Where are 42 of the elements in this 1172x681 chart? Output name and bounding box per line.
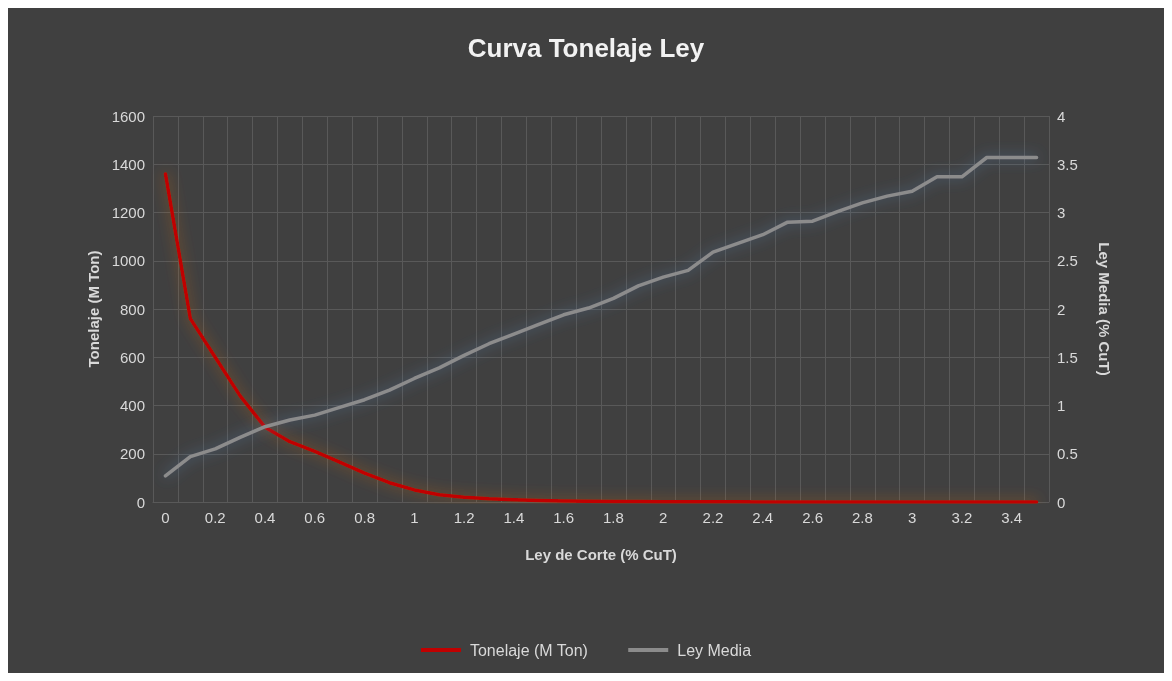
y2-tick-label: 4 xyxy=(1057,107,1066,125)
x-tick-label: 0 xyxy=(161,509,170,526)
x-tick-label: 1 xyxy=(410,509,419,526)
y2-tick-label: 0.5 xyxy=(1057,445,1078,463)
y2-tick-label: 1.5 xyxy=(1057,348,1078,366)
y-tick-label: 1400 xyxy=(111,155,145,173)
x-tick-label: 2.2 xyxy=(702,509,724,526)
y-tick-label: 200 xyxy=(119,445,145,463)
legend-label: Tonelaje (M Ton) xyxy=(469,641,588,659)
x-tick-label: 2.4 xyxy=(752,509,774,526)
y-tick-label: 1200 xyxy=(111,204,145,221)
y-tick-label: 800 xyxy=(119,300,145,318)
x-tick-label: 1.6 xyxy=(553,509,575,526)
y-tick-label: 400 xyxy=(119,397,145,414)
y-axis-title: Tonelaje (M Ton) xyxy=(84,250,102,368)
x-tick-label: 0.4 xyxy=(254,509,276,526)
y-tick-label: 0 xyxy=(136,493,145,511)
x-tick-label: 0.6 xyxy=(304,509,326,526)
x-axis-title: Ley de Corte (% CuT) xyxy=(525,546,677,563)
y2-tick-label: 2 xyxy=(1057,300,1066,318)
x-tick-label: 3.2 xyxy=(951,509,973,526)
x-tick-label: 1.2 xyxy=(453,509,475,526)
x-tick-label: 1.8 xyxy=(603,509,624,526)
x-tick-label: 0.2 xyxy=(204,509,226,526)
y2-tick-label: 2.5 xyxy=(1057,252,1078,270)
y2-tick-label: 0 xyxy=(1057,493,1066,511)
x-tick-label: 2.8 xyxy=(851,509,873,526)
chart-title: Curva Tonelaje Ley xyxy=(467,33,705,63)
y-tick-label: 600 xyxy=(119,348,145,366)
x-tick-label: 3 xyxy=(907,509,917,526)
x-tick-label: 2.6 xyxy=(802,509,823,526)
y2-axis-title: Ley Media (% CuT) xyxy=(1096,242,1113,376)
x-tick-label: 1.4 xyxy=(503,509,525,526)
x-tick-label: 2 xyxy=(659,509,668,526)
y-tick-label: 1600 xyxy=(111,107,145,125)
x-tick-label: 3.4 xyxy=(1001,509,1023,526)
y2-tick-label: 3 xyxy=(1057,204,1066,221)
y2-tick-label: 3.5 xyxy=(1057,155,1078,173)
x-tick-label: 0.8 xyxy=(354,509,375,526)
legend-label: Ley Media xyxy=(677,641,752,659)
y-tick-label: 1000 xyxy=(111,252,145,270)
y2-tick-label: 1 xyxy=(1057,397,1066,414)
